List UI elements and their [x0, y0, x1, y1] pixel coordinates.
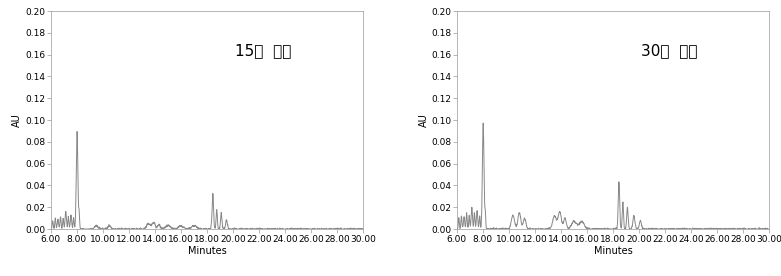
X-axis label: Minutes: Minutes [187, 246, 226, 256]
Y-axis label: AU: AU [419, 113, 429, 127]
X-axis label: Minutes: Minutes [594, 246, 633, 256]
Y-axis label: AU: AU [12, 113, 23, 127]
Text: 30일  경과: 30일 경과 [641, 43, 697, 58]
Text: 15일  경과: 15일 경과 [235, 43, 291, 58]
